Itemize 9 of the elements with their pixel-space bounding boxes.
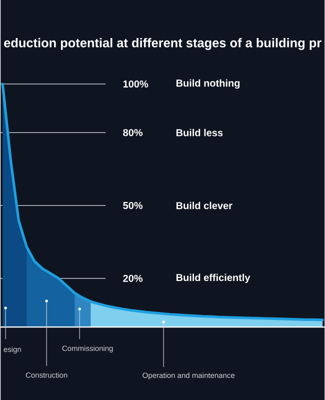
chart-title: eduction potential at different stages of a building pr (4, 38, 322, 50)
annotation: Build less (176, 128, 223, 136)
ref-line-label: 20% (123, 274, 142, 282)
annotation: Build efficiently (176, 274, 250, 284)
ref-line-label: 100% (123, 80, 148, 88)
annotation: Build nothing (176, 79, 240, 89)
ref-line-label: 80% (123, 129, 142, 136)
annotation: Build clever (176, 202, 232, 210)
ref-line-label: 50% (123, 202, 142, 210)
